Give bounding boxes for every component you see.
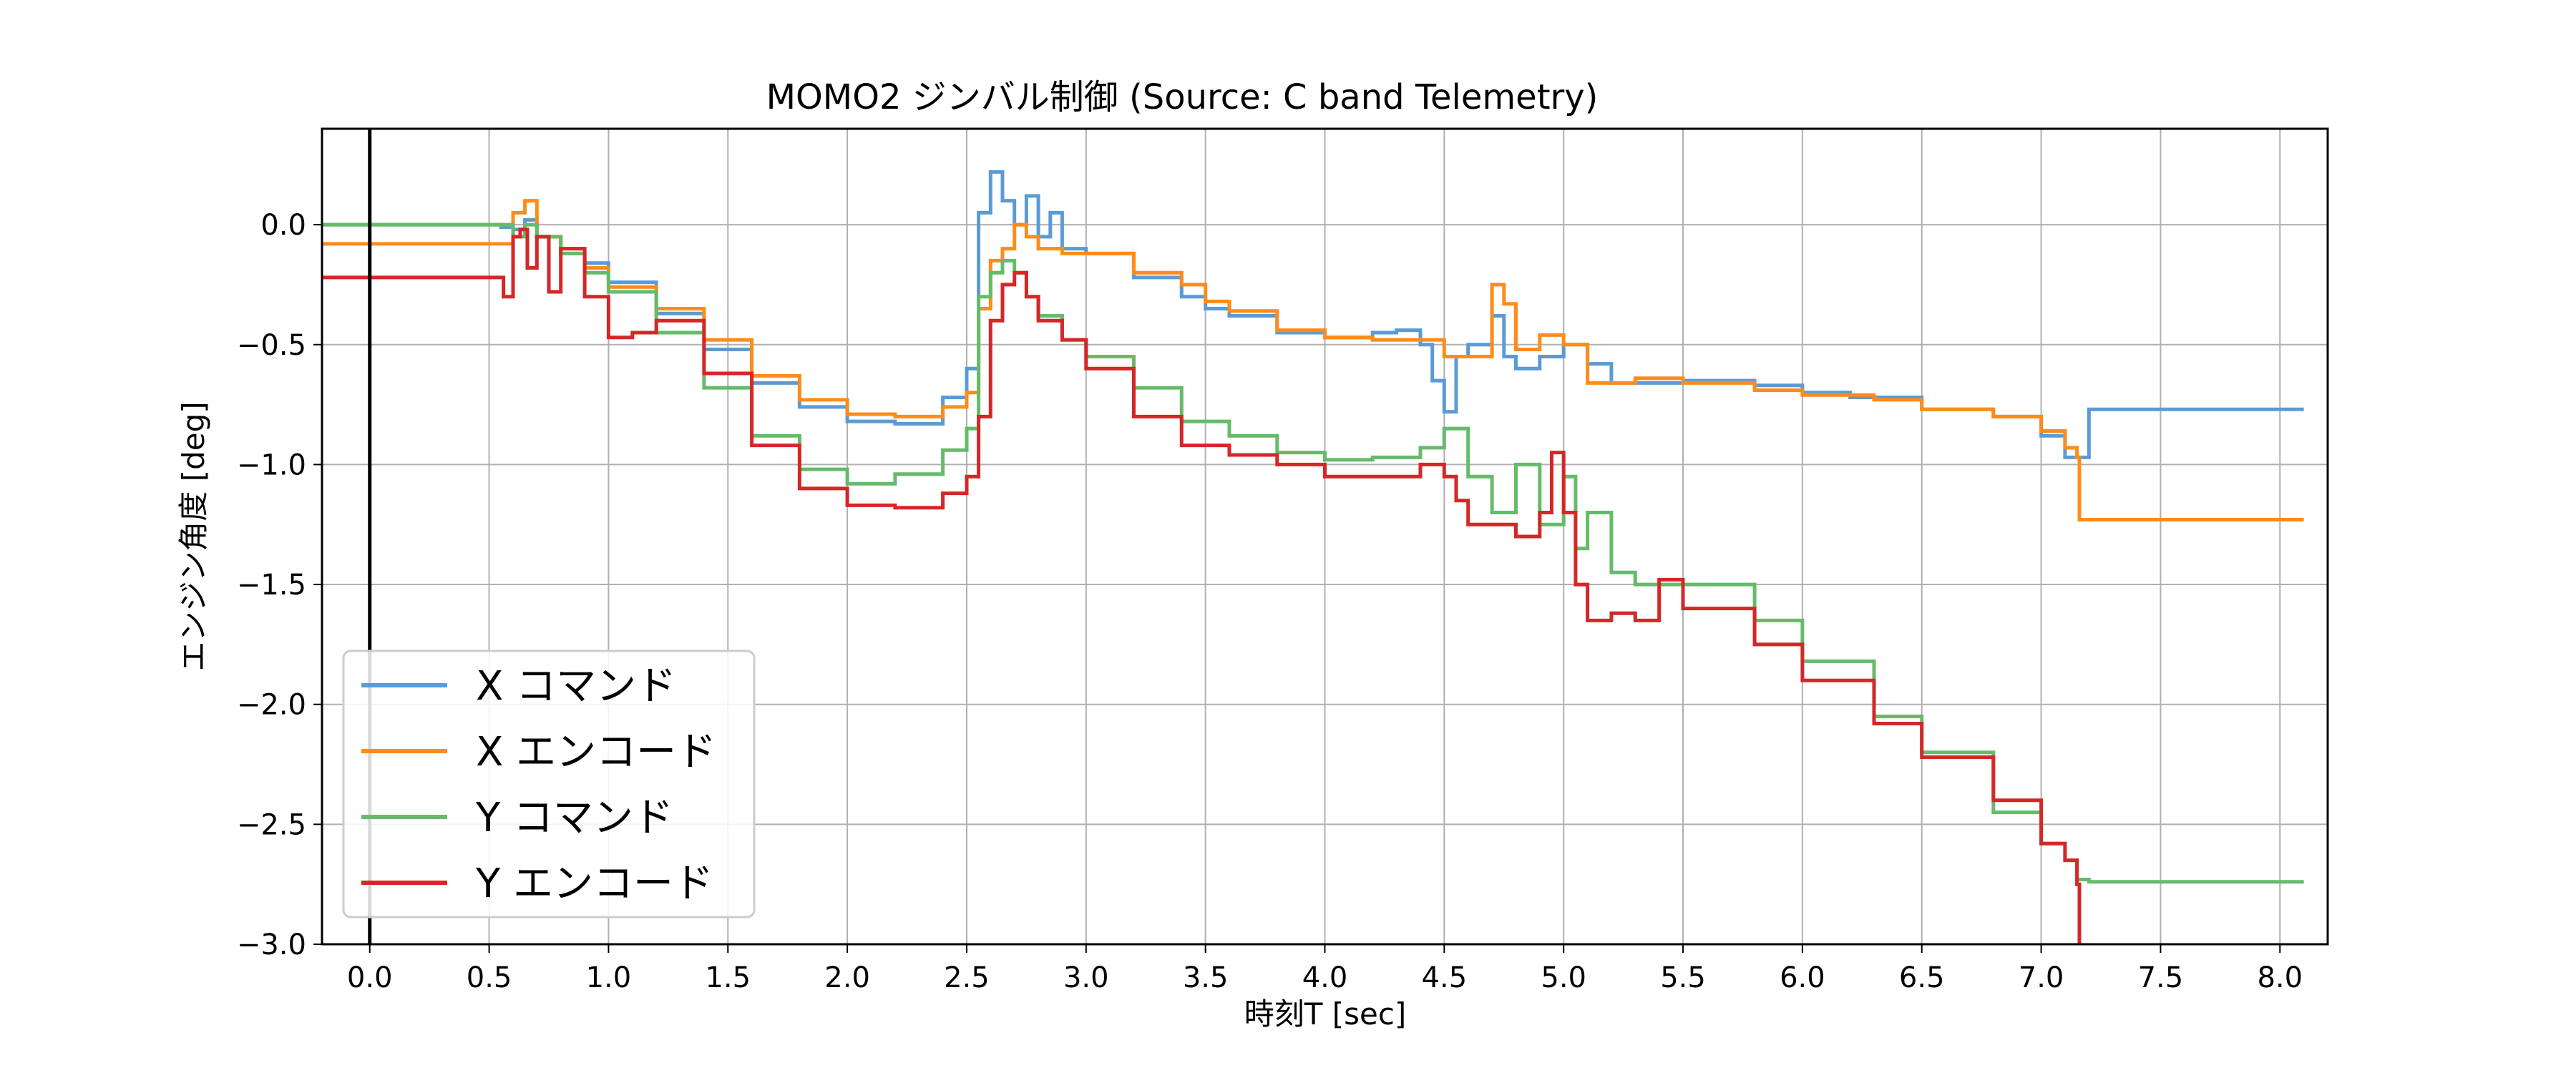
legend-label: X コマンド	[476, 663, 676, 710]
series-layer	[322, 170, 2304, 944]
y-axis-label: エンジン角度 [deg]	[176, 401, 211, 671]
x-axis-ticks: 0.0 0.5 1.0 1.5 2.0 2.5 3.0 3.5 4.0 4.5 5.0 5.5 6.0 6…	[347, 944, 2303, 994]
x-tick-label: 2.0	[824, 961, 870, 994]
y-tick-label: −1.0	[237, 449, 306, 481]
x-tick-label: 7.0	[2019, 961, 2064, 994]
legend-label: Y エンコード	[475, 861, 713, 907]
x-tick-label: 1.0	[586, 961, 632, 994]
x-tick-label: 3.5	[1183, 961, 1229, 994]
x-tick-label: 3.0	[1063, 961, 1109, 994]
x-tick-label: 6.0	[1780, 961, 1825, 994]
y-tick-label: −2.0	[237, 689, 306, 722]
legend: X コマンド X エンコード Y コマンド Y エンコード	[342, 650, 756, 918]
legend-label: X エンコード	[476, 729, 716, 775]
legend-label: Y コマンド	[475, 795, 673, 841]
series-line-4	[322, 227, 2082, 944]
x-tick-label: 6.5	[1899, 961, 1945, 994]
y-tick-label: −0.5	[237, 329, 306, 362]
x-tick-label: 0.5	[467, 961, 512, 994]
grid	[322, 129, 2328, 945]
x-tick-label: 0.0	[347, 961, 393, 994]
y-axis-ticks: 0.0 −0.5 −1.0 −1.5 −2.0 −2.5 −3.0	[237, 209, 322, 961]
x-tick-label: 8.0	[2257, 961, 2303, 994]
legend-box	[342, 650, 756, 918]
y-tick-label: −3.0	[237, 929, 306, 961]
x-tick-label: 5.0	[1541, 961, 1586, 994]
series-line-2	[322, 199, 2304, 521]
x-tick-label: 7.5	[2138, 961, 2184, 994]
x-axis-label: 時刻T [sec]	[1244, 996, 1407, 1032]
series-line-1	[322, 170, 2304, 459]
x-tick-label: 2.5	[944, 961, 990, 994]
x-tick-label: 1.5	[705, 961, 751, 994]
y-tick-label: −1.5	[237, 569, 306, 602]
x-tick-label: 5.5	[1660, 961, 1706, 994]
y-tick-label: 0.0	[260, 209, 306, 242]
x-tick-label: 4.0	[1302, 961, 1348, 994]
y-tick-label: −2.5	[237, 808, 306, 841]
chart-title: MOMO2 ジンバル制御 (Source: C band Telemetry)	[766, 77, 1599, 117]
x-tick-label: 4.5	[1422, 961, 1468, 994]
